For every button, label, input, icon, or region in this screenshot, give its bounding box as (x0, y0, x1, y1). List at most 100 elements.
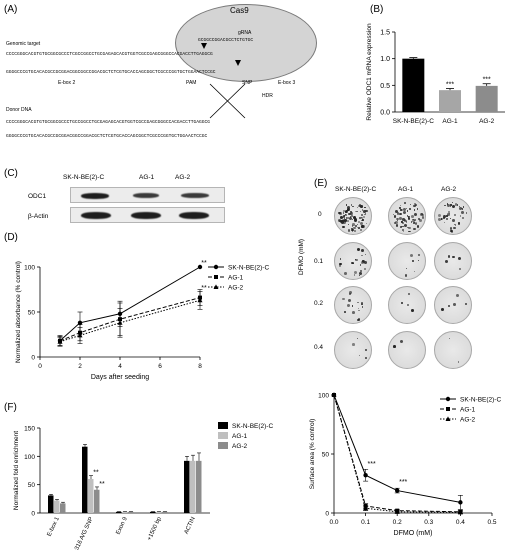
donor-dna-label: Donor DNA (6, 107, 32, 113)
colony-dot (446, 212, 450, 216)
dfmo-axis-label: DFMO (mM) (298, 238, 305, 275)
legend-swatch (218, 442, 228, 449)
colony-dot (452, 255, 455, 259)
colony-dot (345, 214, 348, 217)
bar (156, 511, 162, 513)
colony-well (388, 286, 426, 324)
colony-dot (357, 248, 361, 252)
significance-label: ** (99, 481, 105, 488)
colony-dot (453, 226, 456, 230)
colony-dot (419, 218, 423, 223)
colony-dot (395, 224, 399, 227)
colony-dot (360, 229, 363, 232)
bar (439, 90, 461, 112)
x-category-label: +316 A/G SNP (73, 516, 95, 550)
colony-dot (406, 208, 408, 210)
colony-dot (406, 214, 409, 216)
colony-dot (344, 211, 347, 213)
x-tick-label: 4 (118, 363, 122, 370)
colony-dot (406, 304, 409, 307)
colony-dot (347, 208, 350, 211)
hdr-crossover (209, 83, 246, 119)
colony-dot (461, 211, 464, 215)
colony-dot (410, 214, 414, 218)
wb-blot-odc1 (70, 187, 225, 203)
colony-dot (453, 213, 456, 216)
colony-dot (443, 221, 446, 224)
legend-marker (445, 396, 451, 402)
legend-marker (213, 264, 219, 270)
colony-dot (341, 218, 345, 222)
dose-0-4: 0.4 (314, 344, 324, 351)
significance-label: *** (368, 461, 376, 468)
colony-dot (358, 227, 360, 229)
colony-well (434, 197, 472, 235)
legend-label: AG-1 (460, 407, 476, 414)
x-category-label: +1500 bp (147, 516, 163, 542)
cas9-label: Cas9 (230, 6, 249, 15)
colony-dot (356, 210, 358, 213)
significance-label: *** (446, 82, 454, 89)
colony-well (334, 286, 372, 324)
colony-dot (461, 208, 464, 210)
colony-dot (459, 207, 462, 210)
colony-dot (393, 344, 396, 348)
significance-label: ** (201, 260, 207, 267)
colony-dot (457, 361, 460, 363)
x-tick-label: 0.0 (329, 519, 338, 526)
colony-dot (443, 216, 446, 219)
y-tick-label: 1.0 (380, 56, 390, 63)
colony-dot (464, 302, 467, 305)
colony-dot (344, 272, 348, 275)
colony-dot (449, 337, 451, 339)
colony-dot (447, 203, 451, 207)
wb-sample-1: SK-N-BE(2)-C (63, 174, 105, 181)
significance-label: *** (483, 77, 491, 84)
dose-0-1: 0.1 (314, 258, 324, 265)
legend-marker (446, 407, 450, 411)
colony-dot (357, 309, 360, 312)
colony-dot (459, 206, 461, 208)
colony-dot (450, 230, 453, 233)
bar (184, 460, 190, 513)
colony-dot (357, 205, 360, 208)
colony-dot (341, 220, 345, 224)
y-tick-label: 1.5 (380, 30, 390, 37)
colony-dot (351, 231, 353, 233)
colony-well (388, 197, 426, 235)
colony-dot (345, 216, 348, 219)
colony-dot (408, 216, 410, 218)
ebox3-label: E-box 3 (278, 80, 296, 86)
colony-dot (342, 225, 345, 229)
colony-dot (350, 204, 353, 207)
data-point (331, 392, 337, 397)
colony-dot (419, 212, 423, 216)
colony-dot (357, 301, 359, 303)
bar (475, 85, 498, 112)
colony-dot (450, 204, 452, 206)
y-tick-label: 50 (28, 482, 36, 489)
colony-dot (449, 227, 453, 230)
colony-dot (343, 214, 346, 216)
bar (402, 58, 425, 112)
legend-label: SK-N-BE(2)-C (228, 265, 269, 272)
colony-sample-1: SK-N-BE(2)-C (335, 186, 377, 193)
colony-dot (352, 343, 356, 347)
bar (196, 460, 202, 513)
colony-dot (403, 224, 407, 228)
colony-dot (402, 208, 406, 212)
legend-swatch (218, 432, 228, 439)
colony-dot (450, 205, 452, 208)
x-category-label: ACTIN (184, 516, 197, 535)
colony-dot (362, 259, 366, 264)
colony-dot (348, 212, 351, 216)
colony-dot (441, 307, 444, 311)
colony-dot (448, 305, 451, 308)
colony-dot (417, 217, 421, 221)
colony-dot (413, 227, 416, 230)
legend-marker (445, 416, 451, 421)
y-tick-label: 50 (322, 452, 330, 459)
x-tick-label: 0 (38, 363, 42, 370)
y-tick-label: 50 (28, 310, 36, 317)
colony-dot (351, 224, 354, 227)
